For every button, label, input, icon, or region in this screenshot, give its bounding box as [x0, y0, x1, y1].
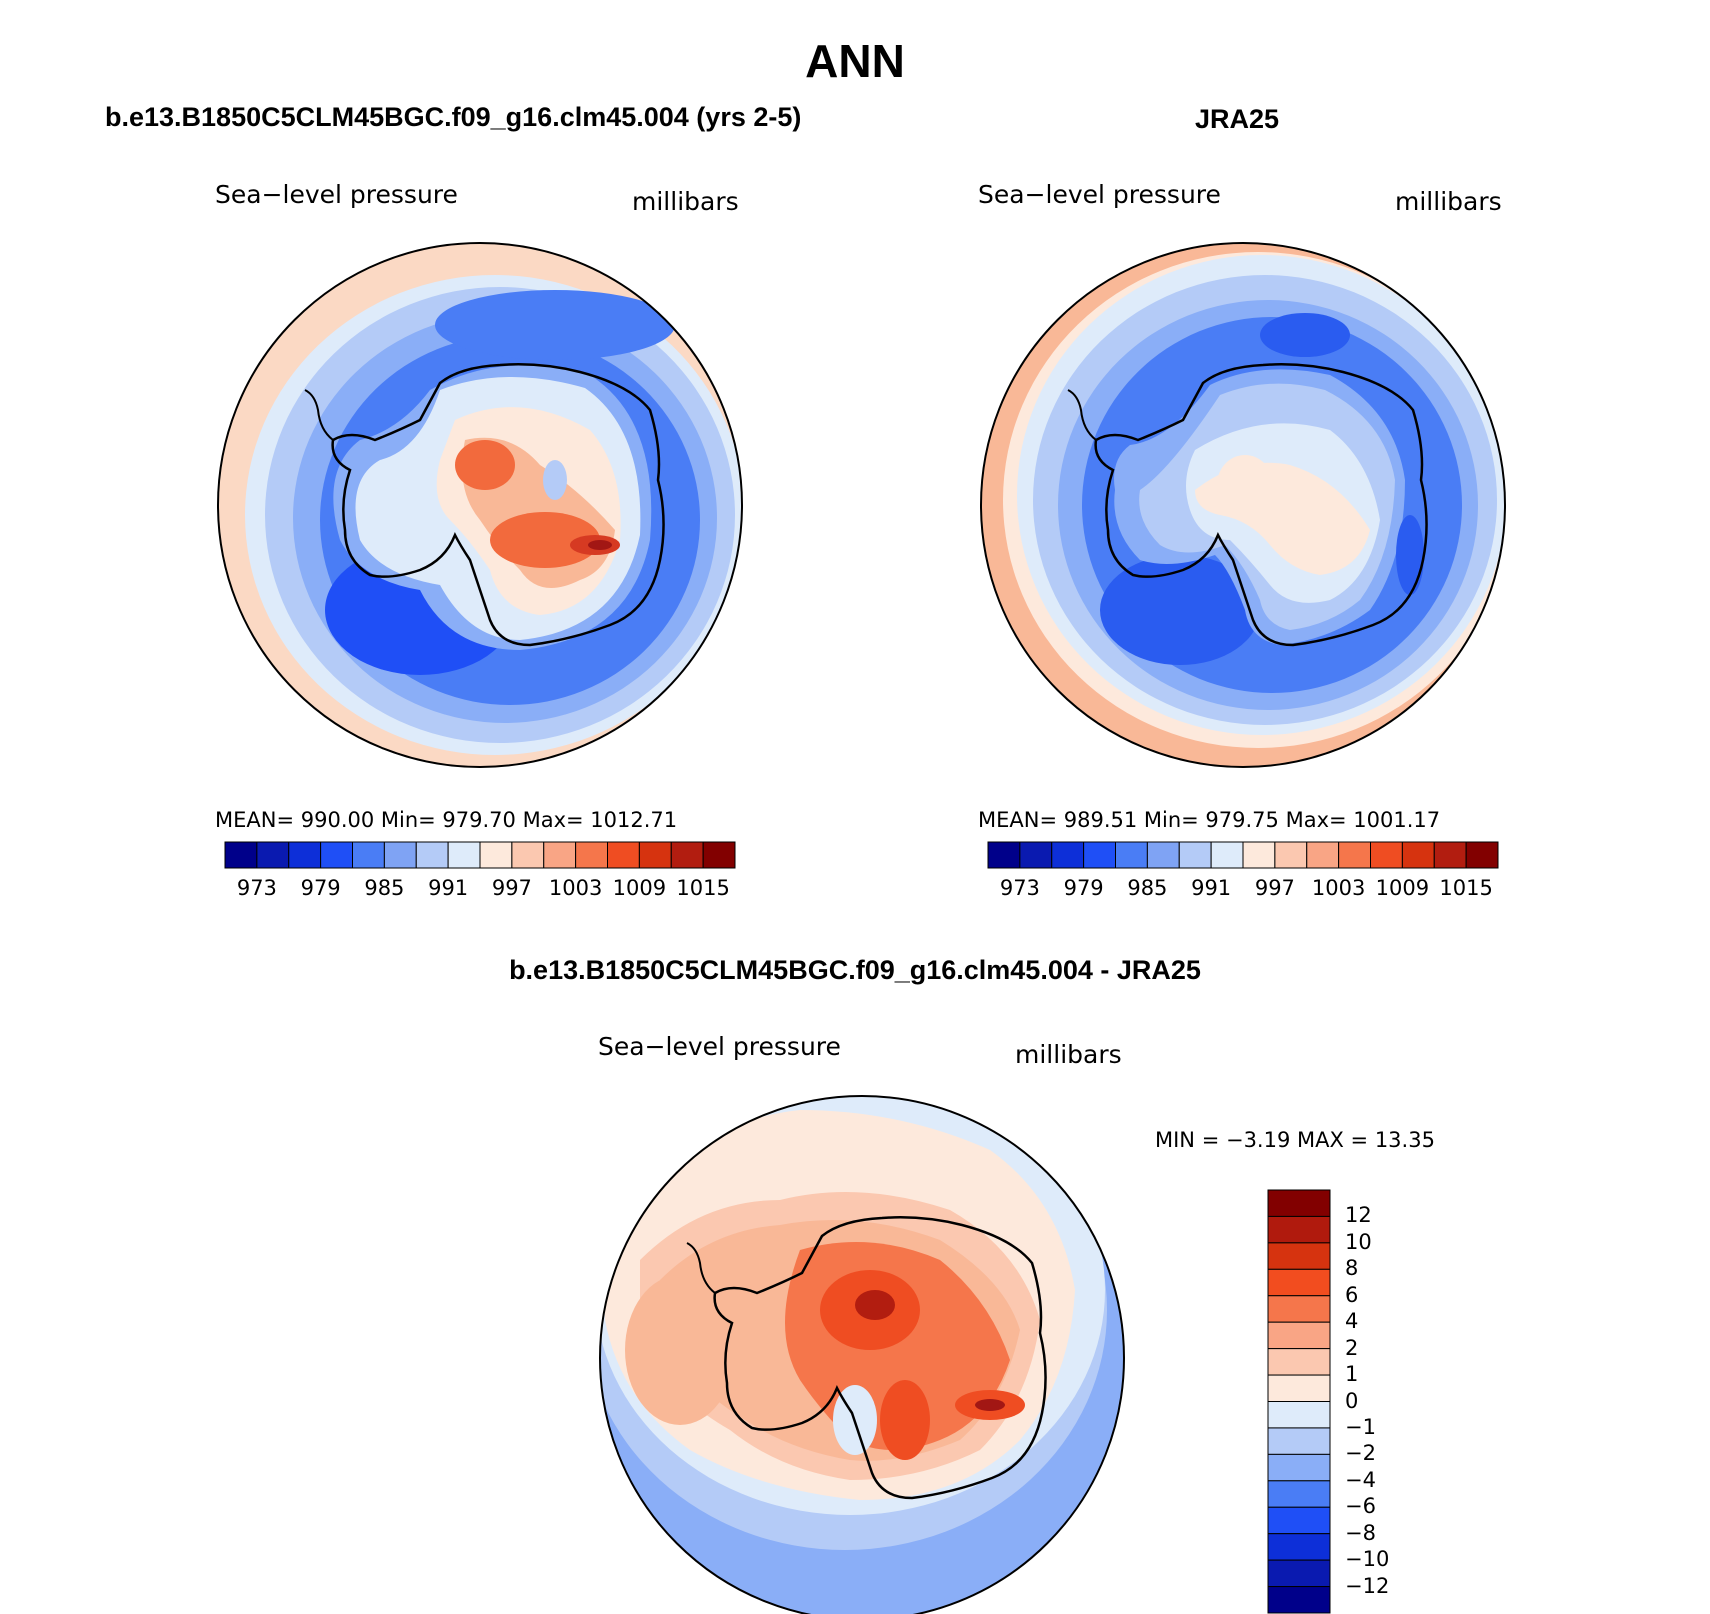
- colorbar-tick-label: 10: [1345, 1229, 1372, 1254]
- colorbar-swatch: [415, 841, 449, 869]
- diff-units-label: millibars: [1015, 1040, 1122, 1069]
- colorbar-swatch: [1051, 841, 1085, 869]
- colorbar-swatch: [383, 841, 417, 869]
- obs-panel-title: JRA25: [1195, 104, 1280, 134]
- colorbar-swatch: [1267, 1189, 1331, 1217]
- colorbar-swatch: [575, 841, 608, 869]
- model-panel-title: b.e13.B1850C5CLM45BGC.f09_g16.clm45.004 …: [105, 102, 802, 132]
- colorbar-tick-label: 985: [1127, 876, 1168, 900]
- colorbar-tick-label: −4: [1345, 1467, 1376, 1492]
- colorbar-tick-label: 997: [491, 876, 532, 900]
- colorbar-swatch: [1267, 1268, 1331, 1297]
- diff-colorbar: [1267, 1189, 1331, 1614]
- colorbar-swatch: [1267, 1453, 1331, 1482]
- colorbar-tick-label: 979: [300, 876, 341, 900]
- colorbar-swatch: [1267, 1401, 1331, 1429]
- colorbar-swatch: [1267, 1242, 1331, 1270]
- colorbar-swatch: [1210, 841, 1244, 869]
- colorbar-tick-label: −8: [1345, 1520, 1376, 1545]
- colorbar-swatch: [1019, 841, 1053, 869]
- colorbar-tick-label: −10: [1345, 1547, 1390, 1572]
- page-title: ANN: [805, 35, 905, 87]
- colorbar-tick-label: 1: [1345, 1362, 1359, 1387]
- colorbar-swatch: [607, 841, 640, 869]
- colorbar-tick-label: 979: [1063, 876, 1104, 900]
- colorbar-tick-label: 1009: [612, 876, 667, 900]
- colorbar-tick-label: 0: [1345, 1388, 1359, 1413]
- colorbar-tick-label: 997: [1254, 876, 1295, 900]
- colorbar-swatch: [1465, 841, 1499, 869]
- colorbar-swatch: [1267, 1295, 1331, 1323]
- colorbar-tick-label: 1003: [1311, 876, 1366, 900]
- obs-units-label: millibars: [1395, 187, 1502, 216]
- model-units-label: millibars: [632, 187, 739, 216]
- colorbar-tick-label: 12: [1345, 1203, 1372, 1228]
- colorbar-swatch: [1433, 841, 1467, 869]
- colorbar-swatch: [1370, 841, 1403, 869]
- colorbar-tick-label: 1009: [1375, 876, 1430, 900]
- colorbar-swatch: [479, 841, 513, 869]
- diff-stats: MIN = −3.19 MAX = 13.35: [1155, 1128, 1435, 1152]
- colorbar-swatch: [543, 841, 577, 869]
- colorbar-swatch: [1274, 841, 1308, 869]
- colorbar-swatch: [1242, 841, 1276, 869]
- obs-stats: MEAN= 989.51 Min= 979.75 Max= 1001.17: [978, 808, 1441, 832]
- colorbar-tick-label: 973: [236, 876, 277, 900]
- obs-variable-label: Sea−level pressure: [978, 180, 1221, 209]
- colorbar-swatch: [1267, 1480, 1331, 1508]
- colorbar-tick-label: 6: [1345, 1282, 1359, 1307]
- colorbar-swatch: [320, 841, 353, 869]
- obs-colorbar: [987, 841, 1499, 869]
- colorbar-swatch: [256, 841, 290, 869]
- colorbar-tick-label: 991: [1191, 876, 1232, 900]
- colorbar-tick-label: 1003: [548, 876, 603, 900]
- colorbar-swatch: [1267, 1559, 1331, 1588]
- colorbar-tick-label: −2: [1345, 1441, 1376, 1466]
- model-variable-label: Sea−level pressure: [215, 180, 458, 209]
- colorbar-swatch: [1267, 1427, 1331, 1455]
- colorbar-swatch: [987, 841, 1021, 869]
- colorbar-swatch: [638, 841, 672, 869]
- colorbar-swatch: [1267, 1586, 1331, 1614]
- colorbar-swatch: [1146, 841, 1180, 869]
- colorbar-swatch: [702, 841, 736, 869]
- colorbar-swatch: [1267, 1348, 1331, 1376]
- colorbar-swatch: [511, 841, 545, 869]
- colorbar-tick-label: 8: [1345, 1256, 1359, 1281]
- colorbar-tick-label: 2: [1345, 1335, 1359, 1360]
- colorbar-swatch: [1267, 1374, 1331, 1402]
- colorbar-tick-label: 1015: [1439, 876, 1493, 900]
- colorbar-tick-label: 973: [999, 876, 1040, 900]
- colorbar-swatch: [670, 841, 704, 869]
- colorbar-swatch: [1267, 1321, 1331, 1350]
- colorbar-swatch: [1401, 841, 1435, 869]
- colorbar-tick-label: 1015: [676, 876, 730, 900]
- colorbar-tick-label: −1: [1345, 1414, 1376, 1439]
- colorbar-swatch: [1267, 1533, 1331, 1561]
- colorbar-swatch: [1178, 841, 1212, 869]
- model-stats: MEAN= 990.00 Min= 979.70 Max= 1012.71: [215, 808, 678, 832]
- diff-panel-title: b.e13.B1850C5CLM45BGC.f09_g16.clm45.004 …: [509, 955, 1201, 985]
- model-colorbar: [224, 841, 736, 869]
- colorbar-swatch: [1306, 841, 1340, 869]
- colorbar-swatch: [1083, 841, 1116, 869]
- colorbar-tick-label: 991: [428, 876, 469, 900]
- colorbar-swatch: [1267, 1506, 1331, 1535]
- colorbar-tick-label: 4: [1345, 1309, 1359, 1334]
- diff-variable-label: Sea−level pressure: [598, 1032, 841, 1061]
- colorbar-tick-label: 985: [364, 876, 405, 900]
- colorbar-tick-label: −6: [1345, 1494, 1376, 1519]
- colorbar-tick-label: −12: [1345, 1573, 1390, 1598]
- colorbar-swatch: [1267, 1215, 1331, 1244]
